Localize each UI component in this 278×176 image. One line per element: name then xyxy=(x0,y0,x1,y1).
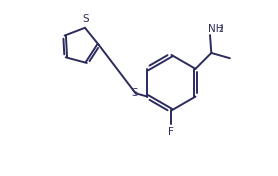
Text: S: S xyxy=(131,88,138,98)
Text: S: S xyxy=(82,14,89,24)
Text: 2: 2 xyxy=(218,25,223,34)
Text: F: F xyxy=(168,127,174,137)
Text: NH: NH xyxy=(208,24,224,34)
